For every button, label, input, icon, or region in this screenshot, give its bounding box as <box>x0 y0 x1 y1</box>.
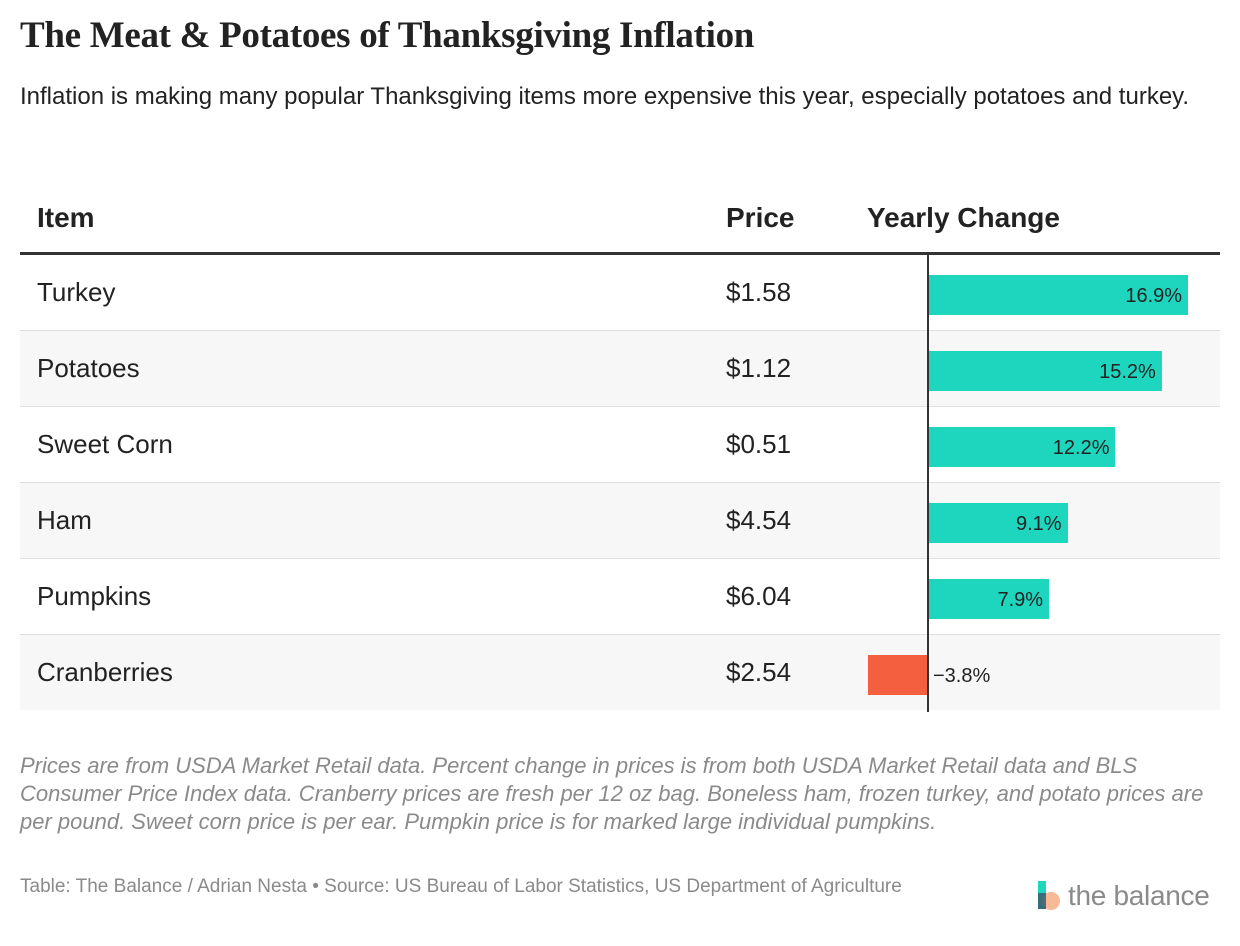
table-row: Pumpkins $6.04 7.9% <box>20 559 1220 635</box>
table-row: Potatoes $1.12 15.2% <box>20 331 1220 407</box>
item-name: Sweet Corn <box>37 429 173 459</box>
item-price: $6.04 <box>726 581 792 611</box>
item-price: $1.58 <box>726 277 792 307</box>
item-name: Cranberries <box>37 657 173 687</box>
change-bar <box>927 427 1116 467</box>
column-header-item: Item <box>37 202 95 233</box>
change-bar <box>927 579 1050 619</box>
change-bar <box>927 503 1068 543</box>
change-label: −3.8% <box>933 665 991 687</box>
item-price: $4.54 <box>726 505 792 535</box>
chart-title: The Meat & Potatoes of Thanksgiving Infl… <box>20 15 755 56</box>
change-label: 12.2% <box>1052 437 1110 459</box>
column-header-price: Price <box>726 202 795 233</box>
item-price: $2.54 <box>726 657 792 687</box>
table-row: Cranberries $2.54 −3.8% <box>20 635 1220 710</box>
item-name: Ham <box>37 505 92 535</box>
change-bar <box>927 275 1189 315</box>
table-row: Sweet Corn $0.51 12.2% <box>20 407 1220 483</box>
table-row: Turkey $1.58 16.9% <box>20 255 1220 331</box>
item-name: Pumpkins <box>37 581 152 611</box>
the-balance-logo-icon <box>1038 881 1060 910</box>
table-row: Ham $4.54 9.1% <box>20 483 1220 559</box>
change-label: 7.9% <box>997 589 1044 611</box>
chart-subtitle: Inflation is making many popular Thanksg… <box>20 83 1190 110</box>
change-label: 16.9% <box>1125 285 1183 307</box>
column-header-yearly-change: Yearly Change <box>867 202 1060 233</box>
chart-notes: Prices are from USDA Market Retail data.… <box>20 753 1204 834</box>
zero-axis-line <box>927 255 929 712</box>
change-bar <box>868 655 927 695</box>
data-table: Item Price Yearly Change Turkey $1.58 16.9… <box>20 190 1220 712</box>
brand-name: the balance <box>1068 880 1210 911</box>
item-price: $1.12 <box>726 353 792 383</box>
change-label: 9.1% <box>1016 513 1062 535</box>
table-body: Turkey $1.58 16.9% Potatoes $1.12 15.2% Sweet … <box>20 255 1220 710</box>
item-name: Turkey <box>37 277 116 307</box>
chart-source: Table: The Balance / Adrian Nesta • Sour… <box>20 876 902 897</box>
change-bar <box>927 351 1162 391</box>
item-name: Potatoes <box>37 353 140 383</box>
item-price: $0.51 <box>726 429 792 459</box>
table-header: Item Price Yearly Change <box>20 190 1220 255</box>
change-label: 15.2% <box>1099 361 1156 383</box>
